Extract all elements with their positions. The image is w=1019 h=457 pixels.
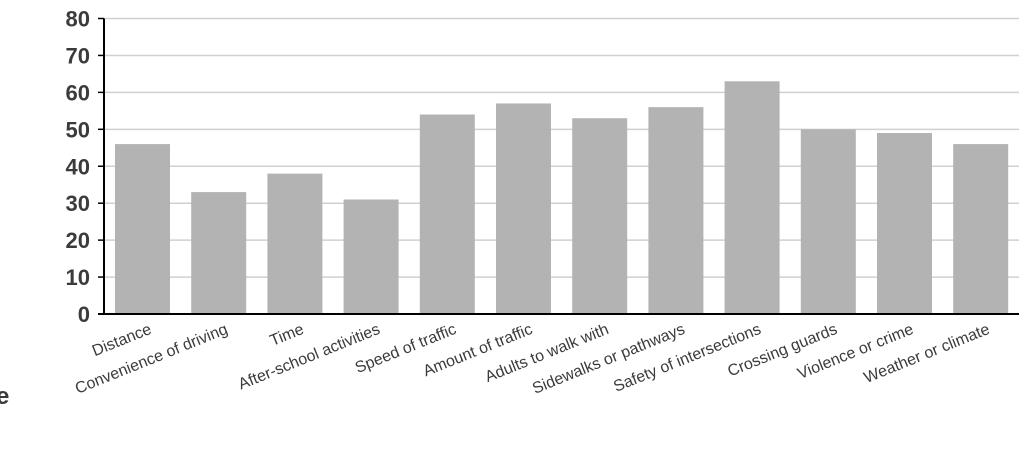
bar xyxy=(343,199,399,314)
bar xyxy=(648,107,704,315)
bar xyxy=(419,114,475,314)
bar-series xyxy=(115,81,1009,315)
bar xyxy=(877,133,932,314)
y-tick-label: 20 xyxy=(66,228,90,253)
y-axis-ticks: 0 10 20 30 40 50 60 70 80 xyxy=(66,7,104,327)
y-tick-label: 10 xyxy=(66,265,90,290)
x-tick-label: Weather or climate xyxy=(862,321,993,387)
bar xyxy=(572,118,628,314)
y-tick-label: 30 xyxy=(66,191,90,216)
bar xyxy=(267,173,323,314)
bar xyxy=(800,129,856,314)
y-tick-label: 50 xyxy=(66,117,90,142)
y-tick-label: 0 xyxy=(78,302,90,327)
x-tick-label: Time xyxy=(268,321,307,350)
bar xyxy=(191,192,247,314)
y-tick-label: 80 xyxy=(66,7,90,32)
bar xyxy=(496,103,551,314)
y-tick-label: 60 xyxy=(66,80,90,105)
bar xyxy=(953,144,1009,314)
y-tick-label: 40 xyxy=(66,154,90,179)
cropped-axis-label-fragment: e xyxy=(0,383,9,410)
y-tick-label: 70 xyxy=(66,43,90,68)
bar xyxy=(115,144,170,314)
gridlines xyxy=(104,17,1019,278)
bar xyxy=(724,81,780,314)
